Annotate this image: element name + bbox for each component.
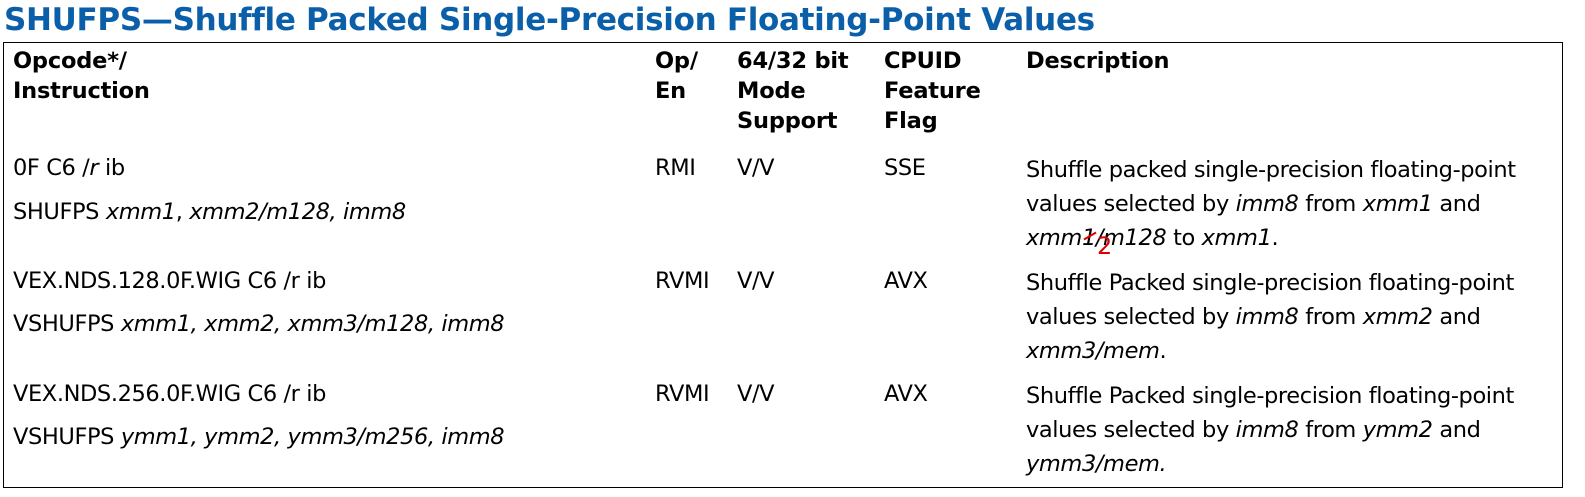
row2-desc-2c: from xyxy=(1298,304,1363,330)
row3-desc-2d: ymm2 xyxy=(1362,417,1433,443)
row2-desc-2e: and xyxy=(1432,304,1481,330)
row3-desc-line3: ymm3/mem. xyxy=(1026,447,1514,481)
header-opcode-line2: Instruction xyxy=(13,78,150,104)
row3-op-en: RVMI xyxy=(655,381,710,407)
row3-instruction: VSHUFPS ymm1, ymm2, ymm3/m256, imm8 xyxy=(13,422,505,452)
header-description: Description xyxy=(1026,46,1170,76)
row1-operand-sep: , xyxy=(175,199,190,225)
page-title: SHUFPS—Shuffle Packed Single-Precision F… xyxy=(4,2,1095,38)
row3-desc-2a: values selected by xyxy=(1026,417,1236,443)
header-mode-line1: 64/32 bit xyxy=(737,48,849,74)
row2-desc-3: xmm3/mem xyxy=(1026,338,1160,364)
header-op-en-line1: Op/ xyxy=(655,48,698,74)
header-opcode-line1: Opcode*/ xyxy=(13,48,127,74)
row3-desc-line2: values selected by imm8 from ymm2 and xyxy=(1026,413,1514,447)
header-mode-line3: Support xyxy=(737,108,838,134)
row3-desc-2b: imm8 xyxy=(1235,417,1299,443)
row1-desc-line3: xmm1/m128 to xmm1. xyxy=(1026,221,1516,255)
row2-desc-line1: Shuffle Packed single-precision floating… xyxy=(1026,270,1514,296)
row3-desc-3: ymm3/mem. xyxy=(1026,451,1167,477)
row1-instruction: SHUFPS xmm1, xmm2/m128, imm8 xyxy=(13,197,406,227)
row3-cpuid: AVX xyxy=(884,381,928,407)
row1-description: Shuffle packed single-precision floating… xyxy=(1026,153,1516,255)
row1-desc-3d: to xyxy=(1166,225,1202,251)
row3-mode: V/V xyxy=(737,381,775,407)
row1-desc-line1: Shuffle packed single-precision floating… xyxy=(1026,157,1516,183)
row1-operand-2: xmm2/m128, imm8 xyxy=(189,199,406,225)
header-op-en-line2: En xyxy=(655,78,686,104)
row2-desc-2a: values selected by xyxy=(1026,304,1236,330)
row1-opcode-tail: ib xyxy=(98,155,125,181)
row1-desc-3a: xmm xyxy=(1026,225,1082,251)
row1-operand-1: xmm1 xyxy=(105,199,176,225)
row1-desc-3f: . xyxy=(1271,225,1279,251)
row1-desc-2d: xmm1 xyxy=(1362,191,1433,217)
row3-operands: ymm1, ymm2, ymm3/m256, imm8 xyxy=(120,424,505,450)
row3-desc-line1: Shuffle Packed single-precision floating… xyxy=(1026,383,1514,409)
header-mode-line2: Mode xyxy=(737,78,806,104)
header-mode: 64/32 bit Mode Support xyxy=(737,46,849,136)
row1-mnemonic: SHUFPS xyxy=(13,199,106,225)
header-opcode: Opcode*/ Instruction xyxy=(13,46,150,106)
row1-mode: V/V xyxy=(737,155,775,181)
row2-desc-3f: . xyxy=(1159,338,1167,364)
row2-op-en: RVMI xyxy=(655,268,710,294)
row2-desc-line3: xmm3/mem. xyxy=(1026,334,1514,368)
header-cpuid-line3: Flag xyxy=(884,108,938,134)
row1-cpuid: SSE xyxy=(884,155,926,181)
instruction-table: Opcode*/ Instruction Op/ En 64/32 bit Mo… xyxy=(3,42,1563,488)
header-op-en: Op/ En xyxy=(655,46,698,106)
row2-instruction: VSHUFPS xmm1, xmm2, xmm3/m128, imm8 xyxy=(13,309,505,339)
header-cpuid: CPUID Feature Flag xyxy=(884,46,981,136)
row3-desc-2c: from xyxy=(1298,417,1363,443)
row1-desc-2a: values selected by xyxy=(1026,191,1236,217)
header-cpuid-line2: Feature xyxy=(884,78,981,104)
row2-desc-line2: values selected by imm8 from xmm2 and xyxy=(1026,300,1514,334)
row2-mnemonic: VSHUFPS xyxy=(13,311,121,337)
row2-desc-2b: imm8 xyxy=(1235,304,1299,330)
row1-opcode-italic: r xyxy=(89,155,99,181)
row1-desc-strikethrough: 1 xyxy=(1082,221,1096,255)
row3-opcode: VEX.NDS.256.0F.WIG C6 /r ib xyxy=(13,381,327,407)
row1-desc-2c: from xyxy=(1298,191,1363,217)
row1-opcode-text: 0F C6 / xyxy=(13,155,90,181)
row1-desc-3c: /m128 xyxy=(1095,225,1167,251)
row1-desc-3e: xmm1 xyxy=(1201,225,1272,251)
row1-op-en: RMI xyxy=(655,155,696,181)
row2-desc-2d: xmm2 xyxy=(1362,304,1433,330)
row2-mode: V/V xyxy=(737,268,775,294)
row1-desc-2e: and xyxy=(1432,191,1481,217)
row2-opcode: VEX.NDS.128.0F.WIG C6 /r ib xyxy=(13,268,327,294)
row1-desc-line2: values selected by imm8 from xmm1 and xyxy=(1026,187,1516,221)
row2-description: Shuffle Packed single-precision floating… xyxy=(1026,266,1514,368)
row3-description: Shuffle Packed single-precision floating… xyxy=(1026,379,1514,481)
row3-mnemonic: VSHUFPS xyxy=(13,424,121,450)
header-cpuid-line1: CPUID xyxy=(884,48,962,74)
row1-desc-2b: imm8 xyxy=(1235,191,1299,217)
correction-annotation: 2 xyxy=(1097,232,1113,260)
row2-cpuid: AVX xyxy=(884,268,928,294)
row3-desc-2e: and xyxy=(1432,417,1481,443)
row2-operands: xmm1, xmm2, xmm3/m128, imm8 xyxy=(120,311,505,337)
header-description-text: Description xyxy=(1026,48,1170,74)
row1-opcode: 0F C6 /r ib xyxy=(13,153,125,183)
